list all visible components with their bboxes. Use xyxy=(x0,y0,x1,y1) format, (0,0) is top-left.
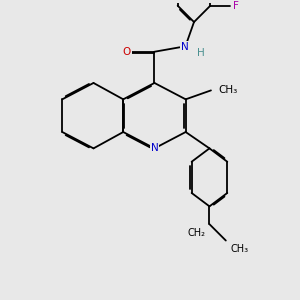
Text: CH₂: CH₂ xyxy=(187,228,205,238)
Text: N: N xyxy=(181,42,189,52)
Text: CH₃: CH₃ xyxy=(218,85,238,95)
Text: CH₃: CH₃ xyxy=(230,244,248,254)
Text: H: H xyxy=(197,48,204,58)
Text: N: N xyxy=(151,143,158,153)
Text: F: F xyxy=(233,1,239,11)
Text: O: O xyxy=(123,47,131,57)
